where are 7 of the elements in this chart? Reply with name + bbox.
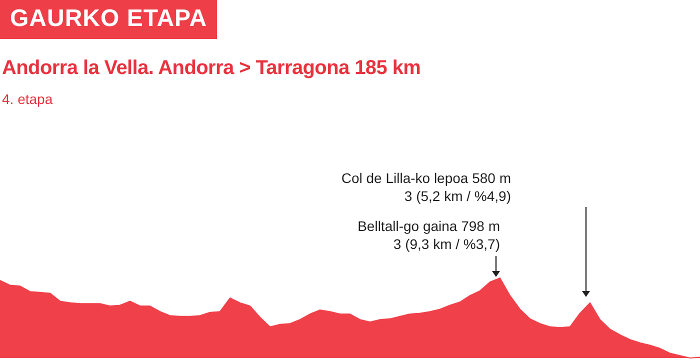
- text: Col de Lilla-ko lepoa 580 m: [341, 170, 511, 186]
- chart-title: GAURKO ETAPA: [0, 0, 218, 39]
- chart-subtitle: Andorra la Vella. Andorra > Tarragona 185 km: [2, 57, 421, 80]
- text: Belltall-go gaina 798 m: [358, 218, 500, 234]
- text: 4. etapa: [2, 91, 53, 107]
- text: 3 (9,3 km / %3,7): [393, 236, 500, 252]
- text: 3 (5,2 km / %4,9): [404, 188, 511, 204]
